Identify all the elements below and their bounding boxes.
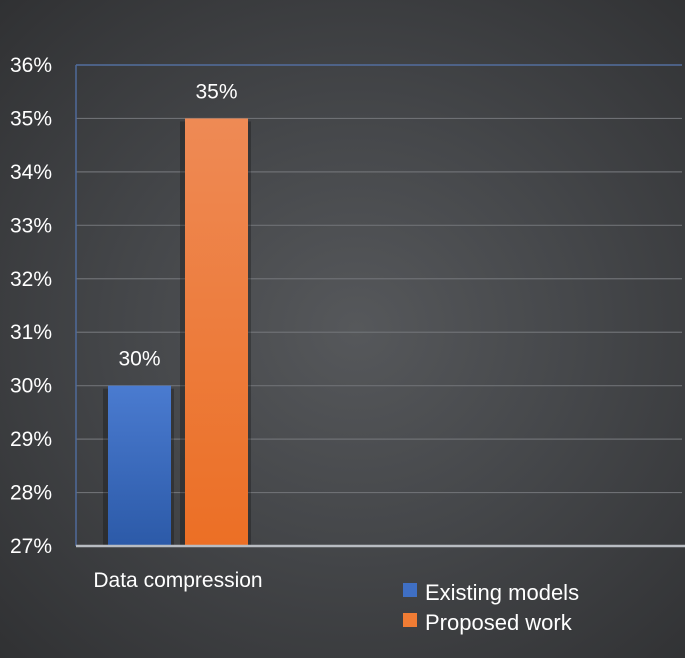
data-label: 35% bbox=[195, 80, 237, 103]
y-tick-label: 28% bbox=[10, 482, 52, 505]
legend-swatch bbox=[403, 583, 417, 597]
legend-swatch bbox=[403, 613, 417, 627]
legend: Existing models Proposed work bbox=[403, 580, 579, 635]
bar-existing-models bbox=[108, 385, 171, 546]
axes bbox=[75, 64, 685, 548]
bars bbox=[103, 118, 251, 546]
y-tick-label: 36% bbox=[10, 54, 52, 77]
y-tick-label: 31% bbox=[10, 321, 52, 344]
y-tick-label: 30% bbox=[10, 375, 52, 398]
y-tick-label: 29% bbox=[10, 428, 52, 451]
bar-proposed-work bbox=[185, 118, 248, 546]
y-tick-label: 34% bbox=[10, 161, 52, 184]
data-labels: 30% 35% bbox=[118, 80, 237, 370]
y-tick-label: 27% bbox=[10, 535, 52, 558]
y-tick-label: 32% bbox=[10, 268, 52, 291]
x-axis-category-labels: Data compression bbox=[93, 569, 262, 592]
y-tick-label: 35% bbox=[10, 107, 52, 130]
y-axis-tick-labels: 27% 28% 29% 30% 31% 32% 33% 34% 35% 36% bbox=[10, 54, 52, 558]
data-label: 30% bbox=[118, 348, 160, 371]
y-tick-label: 33% bbox=[10, 214, 52, 237]
legend-label: Proposed work bbox=[425, 610, 573, 635]
category-label: Data compression bbox=[93, 569, 262, 592]
legend-label: Existing models bbox=[425, 580, 579, 605]
